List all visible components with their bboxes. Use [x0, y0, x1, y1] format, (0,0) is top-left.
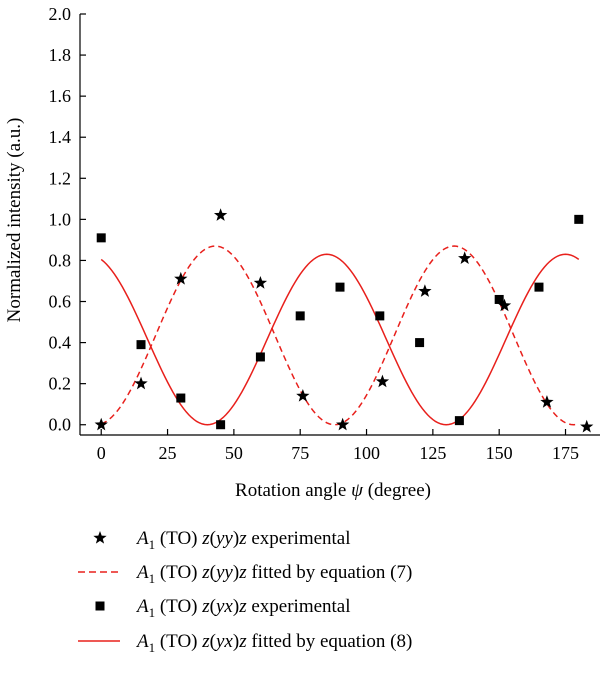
y-axis-label: Normalized intensity (a.u.) [4, 118, 25, 323]
square-point [495, 295, 504, 304]
x-axis-label: Rotation angle ψ (degree) [235, 480, 431, 501]
square-point [574, 215, 583, 224]
y-tick-label: 0.6 [49, 292, 72, 312]
legend: A1 (TO) z(yy)z experimental A1 (TO) z(yy)… [78, 528, 412, 655]
square-point [256, 352, 265, 361]
square-point [137, 340, 146, 349]
fit-line-yx [101, 254, 579, 424]
square-point [534, 283, 543, 292]
legend-entry-label: A1 (TO) z(yx)z fitted by equation (8) [135, 631, 412, 655]
y-tick-label: 0.0 [49, 415, 72, 435]
fit-lines [101, 246, 579, 425]
star-point [214, 208, 227, 221]
x-tick-label: 125 [419, 443, 446, 463]
y-tick-label: 1.0 [49, 209, 72, 229]
y-tick-label: 2.0 [49, 4, 72, 24]
y-tick-label: 0.4 [49, 333, 72, 353]
star-point [174, 272, 187, 285]
x-tick-label: 0 [97, 443, 106, 463]
y-tick-label: 0.2 [49, 374, 72, 394]
x-tick-label: 100 [353, 443, 380, 463]
star-point [580, 420, 593, 433]
star-point [418, 284, 431, 297]
square-point [336, 283, 345, 292]
y-tick-label: 1.6 [49, 86, 72, 106]
square-point [455, 416, 464, 425]
x-tick-label: 50 [225, 443, 243, 463]
star-point [458, 251, 471, 264]
data-points [95, 208, 594, 432]
y-tick-label: 1.4 [49, 127, 72, 147]
star-point [376, 375, 389, 388]
square-point [375, 311, 384, 320]
square-point [216, 420, 225, 429]
star-point [134, 377, 147, 390]
y-tick-label: 0.8 [49, 250, 72, 270]
x-tick-label: 75 [291, 443, 309, 463]
y-tick-label: 1.8 [49, 45, 72, 65]
legend-entry-label: A1 (TO) z(yy)z experimental [135, 528, 351, 552]
square-point [176, 394, 185, 403]
legend-entry-label: A1 (TO) z(yy)z fitted by equation (7) [135, 562, 412, 586]
star-point [95, 418, 108, 431]
legend-entry-label: A1 (TO) z(yx)z experimental [135, 596, 351, 620]
square-point [296, 311, 305, 320]
star-point [254, 276, 267, 289]
axes: 0.0 0.2 0.4 0.6 0.8 1.0 1.2 1.4 1.6 1.8 2.0 0 25 50 75… [49, 4, 600, 463]
square-point [97, 233, 106, 242]
x-tick-label: 25 [159, 443, 177, 463]
star-point [296, 389, 309, 402]
x-tick-label: 150 [486, 443, 513, 463]
x-tick-label: 175 [552, 443, 579, 463]
legend-star-icon [93, 531, 106, 544]
y-tick-label: 1.2 [49, 168, 72, 188]
legend-square-icon [96, 602, 105, 611]
square-point [415, 338, 424, 347]
